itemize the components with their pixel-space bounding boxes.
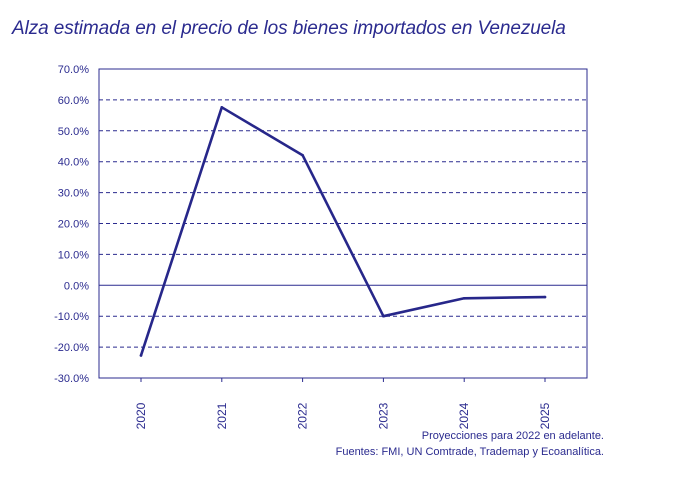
x-tick-label: 2025 xyxy=(538,402,552,429)
x-axis-tick-labels: 2020 2021 2022 2023 2024 2025 xyxy=(134,378,552,429)
series-layer xyxy=(139,106,547,357)
gridlines xyxy=(99,99,587,348)
x-tick-label: 2022 xyxy=(296,402,310,429)
data-point xyxy=(382,314,385,318)
x-tick-label: 2023 xyxy=(376,402,390,429)
x-tick-label: 2021 xyxy=(215,402,229,429)
y-tick-label: 10.0% xyxy=(58,249,89,261)
data-point xyxy=(543,295,547,299)
data-point xyxy=(220,106,224,109)
chart-title: Alza estimada en el precio de los bienes… xyxy=(12,18,566,39)
y-tick-label: 50.0% xyxy=(58,126,89,138)
y-tick-label: 60.0% xyxy=(58,95,89,107)
y-tick-label: 30.0% xyxy=(58,188,89,200)
y-axis-tick-labels: 70.0% 60.0% 50.0% 40.0% 30.0% 20.0% 10.0% 0.0% -… xyxy=(54,64,89,385)
projection-note: Proyecciones para 2022 en adelante. xyxy=(421,430,604,442)
y-tick-label: -20.0% xyxy=(54,342,89,354)
y-tick-label: 20.0% xyxy=(58,219,89,231)
data-point xyxy=(301,153,304,157)
data-point xyxy=(139,354,143,357)
series-line xyxy=(139,106,547,357)
y-tick-label: 70.0% xyxy=(58,64,89,76)
y-tick-label: 40.0% xyxy=(58,157,89,169)
data-point xyxy=(462,296,466,300)
x-tick-label: 2024 xyxy=(457,402,471,429)
y-tick-label: -30.0% xyxy=(54,373,89,385)
plot-frame xyxy=(98,68,588,379)
sources-note: Fuentes: FMI, UN Comtrade, Trademap y Ec… xyxy=(335,446,604,458)
x-tick-label: 2020 xyxy=(134,402,148,429)
y-tick-label: -10.0% xyxy=(54,311,89,323)
y-tick-label: 0.0% xyxy=(64,280,89,292)
chart-notes: Proyecciones para 2022 en adelante. Fuen… xyxy=(336,428,604,460)
